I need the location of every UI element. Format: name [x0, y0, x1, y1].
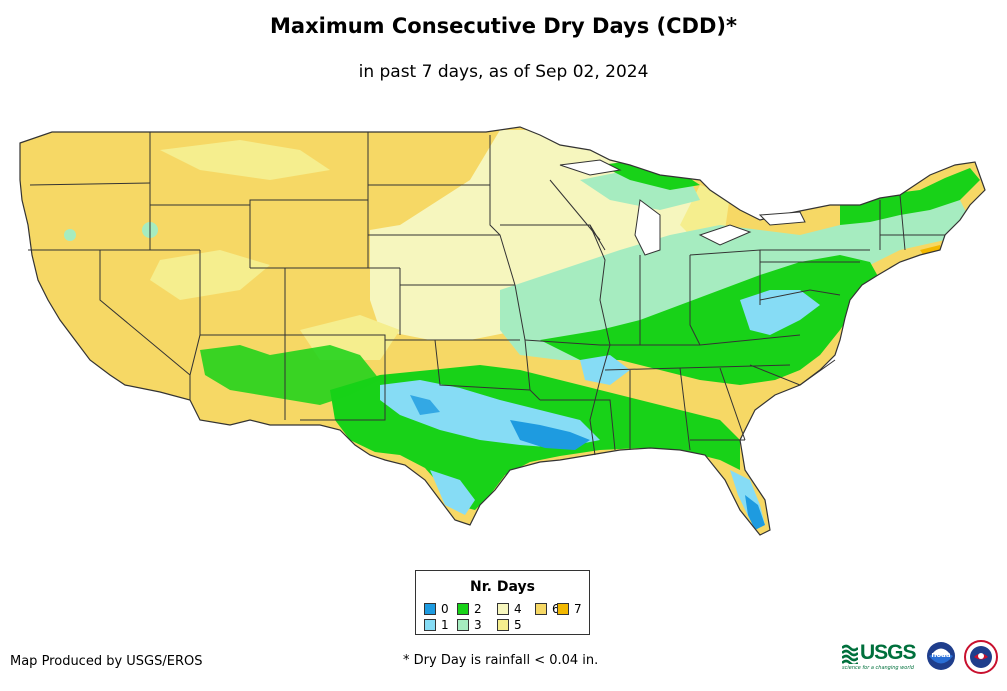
legend-swatch	[497, 603, 509, 615]
legend-swatch	[424, 619, 436, 631]
legend-swatch	[424, 603, 436, 615]
legend-label: 3	[474, 618, 482, 632]
usgs-wordmark: USGS	[860, 641, 917, 664]
legend-label: 5	[514, 618, 522, 632]
usgs-tagline: science for a changing world	[842, 665, 914, 671]
legend-swatch	[457, 603, 469, 615]
cdd-map	[19, 126, 986, 536]
legend-label: 7	[574, 602, 582, 616]
usgs-wave-icon	[842, 644, 858, 664]
legend-swatch	[535, 603, 547, 615]
nws-logo	[964, 640, 998, 674]
map-title: Maximum Consecutive Dry Days (CDD)*	[270, 14, 737, 38]
noaa-logo: noaa	[926, 641, 956, 671]
legend-swatch	[497, 619, 509, 631]
legend-label: 1	[441, 618, 449, 632]
legend-swatch	[457, 619, 469, 631]
legend-title: Nr. Days	[470, 579, 535, 595]
credit-text: Map Produced by USGS/EROS	[10, 654, 203, 669]
legend-label: 0	[441, 602, 449, 616]
footnote-text: * Dry Day is rainfall < 0.04 in.	[403, 653, 599, 668]
map-subtitle: in past 7 days, as of Sep 02, 2024	[358, 62, 649, 82]
nws-logo-icon	[964, 640, 998, 674]
legend-label: 6	[552, 602, 560, 616]
legend-swatch	[557, 603, 569, 615]
legend-label: 2	[474, 602, 482, 616]
legend-label: 4	[514, 602, 522, 616]
noaa-emblem-icon	[927, 642, 955, 670]
usgs-logo: USGS science for a changing world	[842, 641, 918, 673]
noaa-wordmark: noaa	[931, 651, 951, 659]
